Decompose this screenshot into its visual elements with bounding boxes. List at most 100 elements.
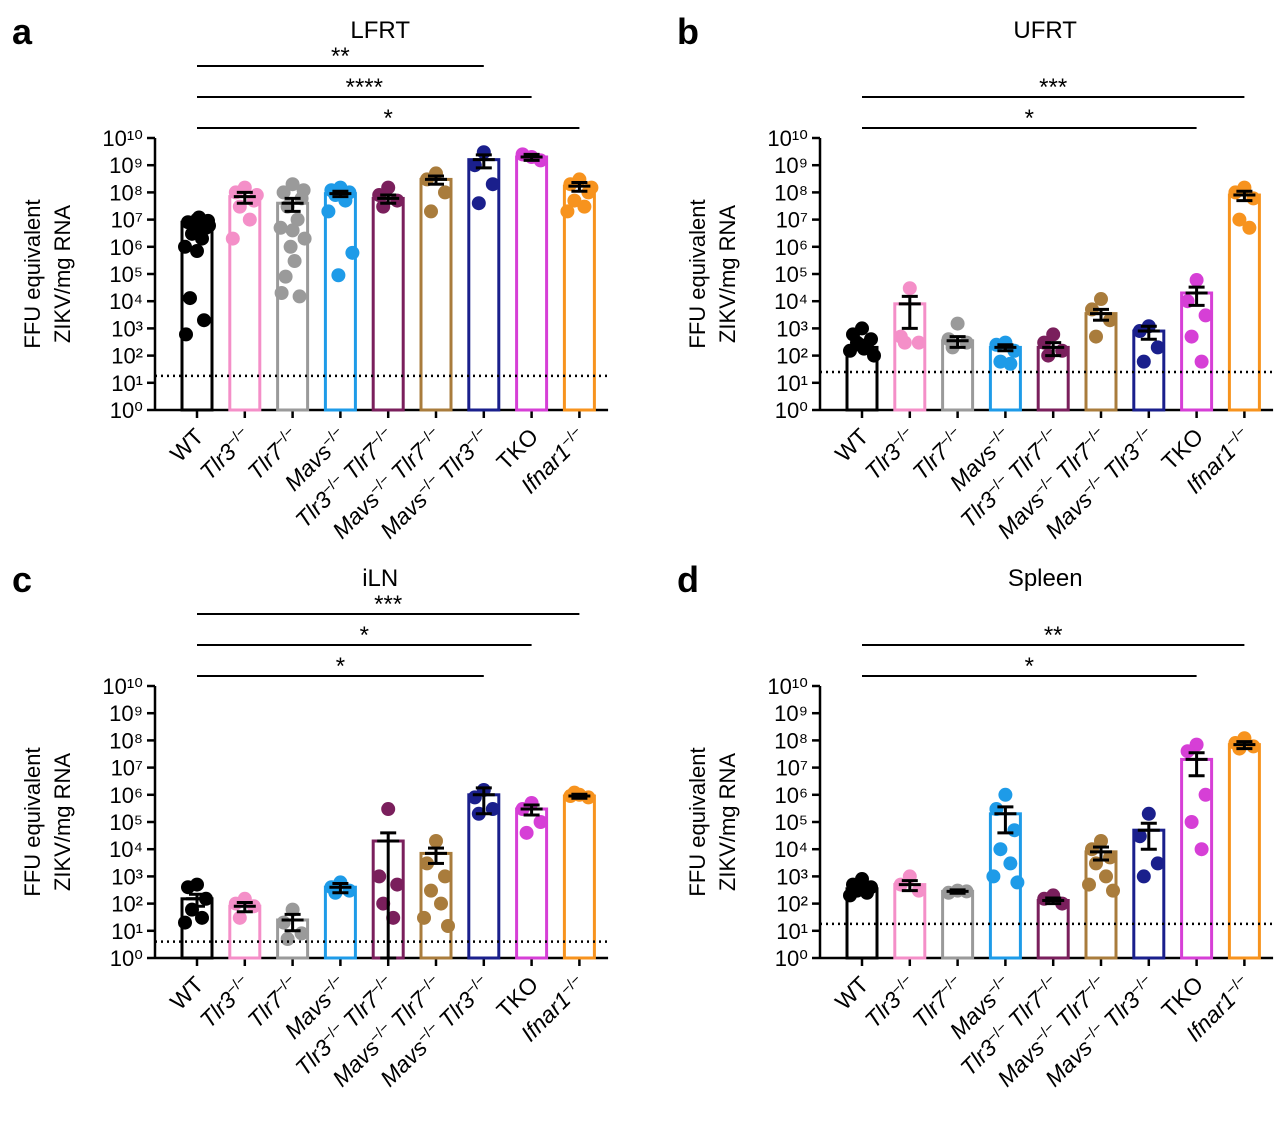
data-point <box>563 177 578 192</box>
data-point <box>296 183 311 198</box>
data-point <box>183 291 197 306</box>
data-point <box>1007 823 1022 838</box>
data-point <box>1194 842 1209 857</box>
y-tick-label: 10⁰ <box>775 398 808 423</box>
data-point <box>188 223 202 238</box>
data-point <box>1150 856 1165 871</box>
data-point <box>190 244 204 259</box>
y-tick-label: 10⁶ <box>109 783 143 808</box>
data-point <box>993 842 1008 857</box>
y-tick-label: 10² <box>776 344 808 369</box>
data-point <box>1184 329 1199 344</box>
data-point <box>467 790 482 805</box>
significance-label: * <box>384 105 393 132</box>
data-point <box>1003 856 1018 871</box>
y-tick-label: 10¹⁰ <box>102 674 143 699</box>
panel-letter: b <box>677 11 699 52</box>
y-tick-label: 10¹⁰ <box>102 126 143 151</box>
error-bar <box>1188 751 1205 778</box>
data-point <box>197 313 211 328</box>
y-tick-label: 10⁵ <box>109 262 143 287</box>
data-point <box>1094 834 1108 849</box>
x-tick-label: Tlr3−/− <box>859 423 921 485</box>
data-point <box>420 856 434 871</box>
significance-label: *** <box>1039 74 1067 101</box>
data-point <box>429 834 443 849</box>
error-bar <box>475 153 492 170</box>
data-point <box>533 815 548 829</box>
error-bar <box>1188 285 1205 307</box>
y-tick-label: 10¹ <box>776 371 808 396</box>
y-tick-label: 10⁹ <box>109 153 143 178</box>
data-point <box>321 204 336 219</box>
data-point <box>1085 842 1099 857</box>
y-axis-label: ZIKV/mg RNA <box>715 753 740 891</box>
data-point <box>1106 883 1120 898</box>
data-point <box>232 910 247 925</box>
significance-label: ** <box>1044 622 1063 649</box>
y-tick-label: 10⁷ <box>776 756 808 781</box>
error-bar <box>1093 845 1109 862</box>
data-point <box>283 239 298 254</box>
y-axis-label: FFU equivalent <box>20 747 45 896</box>
data-point <box>911 335 926 350</box>
y-tick-label: 10² <box>111 344 143 369</box>
y-tick-label: 10⁴ <box>109 837 143 862</box>
data-point <box>560 204 575 219</box>
y-tick-label: 10¹ <box>111 371 143 396</box>
significance-label: ** <box>331 43 350 70</box>
error-bar <box>475 786 492 816</box>
error-bar <box>1140 324 1157 341</box>
data-point <box>331 268 346 283</box>
data-point <box>287 254 302 269</box>
chart-title: Spleen <box>1008 565 1083 592</box>
panel-letter: d <box>677 559 699 600</box>
data-point <box>381 802 396 817</box>
data-point <box>1046 327 1061 342</box>
data-point <box>178 239 192 254</box>
significance-label: * <box>360 622 369 649</box>
data-point <box>417 910 431 925</box>
significance-label: **** <box>346 74 383 101</box>
y-tick-label: 10⁹ <box>774 153 808 178</box>
significance-label: * <box>336 653 345 680</box>
data-point <box>584 180 599 195</box>
y-tick-label: 10⁶ <box>774 235 808 260</box>
data-point <box>273 220 288 235</box>
data-point <box>471 196 486 211</box>
data-point <box>276 185 291 200</box>
error-bar <box>997 805 1014 835</box>
data-point <box>950 316 965 331</box>
error-bar <box>284 196 301 213</box>
bar <box>371 196 405 412</box>
y-tick-label: 10⁵ <box>774 262 808 287</box>
panel-letter: a <box>12 11 33 52</box>
data-point <box>1103 313 1117 328</box>
data-point <box>843 888 857 903</box>
chart-title: iLN <box>362 565 398 592</box>
y-tick-label: 10⁰ <box>775 946 808 971</box>
bar <box>1084 312 1118 412</box>
data-point <box>577 199 592 214</box>
y-tick-label: 10⁷ <box>111 756 143 781</box>
data-point <box>998 787 1013 802</box>
error-bar <box>1140 821 1157 851</box>
y-tick-label: 10⁹ <box>774 701 808 726</box>
data-point <box>1180 744 1195 759</box>
data-point <box>249 188 264 203</box>
y-tick-label: 10² <box>776 892 808 917</box>
y-tick-label: 10³ <box>111 864 143 889</box>
data-point <box>342 883 357 898</box>
error-bar <box>901 294 918 330</box>
data-point <box>345 245 360 260</box>
y-tick-label: 10⁴ <box>774 289 808 314</box>
y-tick-label: 10⁸ <box>774 180 808 205</box>
data-point <box>424 883 438 898</box>
data-point <box>242 212 257 227</box>
x-tick-label: Tlr3−/− <box>859 971 921 1033</box>
data-point <box>485 177 500 192</box>
bar <box>467 793 501 960</box>
data-point <box>292 289 307 304</box>
y-tick-label: 10² <box>111 892 143 917</box>
